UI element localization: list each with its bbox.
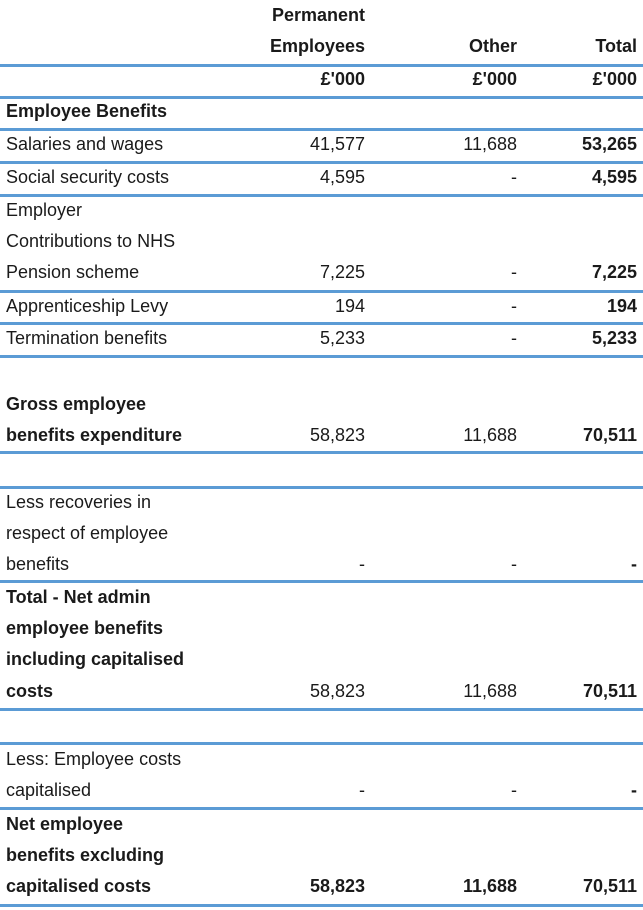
row-total: 194 bbox=[606, 296, 637, 316]
header-other: Other bbox=[468, 36, 517, 56]
row-other: 11,688 bbox=[463, 134, 517, 154]
row-label-line2: Contributions to NHS bbox=[6, 231, 176, 251]
row-total: 70,511 bbox=[582, 425, 637, 445]
row-total: 4,595 bbox=[591, 167, 637, 187]
divider bbox=[0, 64, 643, 67]
section-title: Employee Benefits bbox=[6, 101, 168, 121]
row-permanent: 41,577 bbox=[309, 134, 365, 154]
divider bbox=[0, 194, 643, 197]
row-label: Social security costs bbox=[6, 167, 170, 187]
unit-total: £'000 bbox=[592, 69, 637, 89]
row-label-line1: Net employee bbox=[6, 814, 124, 834]
row-total: - bbox=[631, 554, 637, 574]
row-permanent: 58,823 bbox=[309, 681, 365, 701]
row-label-line3: capitalised costs bbox=[6, 876, 152, 896]
row-other: - bbox=[511, 780, 517, 800]
row-label-line3: Pension scheme bbox=[6, 262, 140, 282]
row-permanent: - bbox=[359, 780, 365, 800]
row-label-line2: capitalised bbox=[6, 780, 92, 800]
row-label-line3: benefits bbox=[6, 554, 70, 574]
row-label-line1: Total - Net admin bbox=[6, 587, 151, 607]
row-permanent: 58,823 bbox=[309, 425, 365, 445]
divider bbox=[0, 451, 643, 454]
row-other: - bbox=[511, 328, 517, 348]
row-total: 53,265 bbox=[581, 134, 637, 154]
row-other: - bbox=[511, 296, 517, 316]
row-permanent: 5,233 bbox=[319, 328, 365, 348]
row-label: Termination benefits bbox=[6, 328, 168, 348]
row-label-line2: respect of employee bbox=[6, 523, 169, 543]
row-other: - bbox=[511, 167, 517, 187]
row-label: Salaries and wages bbox=[6, 134, 164, 154]
divider bbox=[0, 322, 643, 325]
header-permanent-line1: Permanent bbox=[271, 5, 365, 25]
divider bbox=[0, 128, 643, 131]
header-permanent-line2: Employees bbox=[269, 36, 365, 56]
divider bbox=[0, 96, 643, 99]
divider bbox=[0, 161, 643, 164]
divider bbox=[0, 708, 643, 711]
row-other: - bbox=[511, 554, 517, 574]
row-total: - bbox=[631, 780, 637, 800]
row-total: 70,511 bbox=[582, 681, 637, 701]
row-label-line2: employee benefits bbox=[6, 618, 164, 638]
row-permanent: 194 bbox=[334, 296, 365, 316]
row-label-line2: benefits expenditure bbox=[6, 425, 183, 445]
row-label: Apprenticeship Levy bbox=[6, 296, 169, 316]
row-permanent: 7,225 bbox=[319, 262, 365, 282]
divider bbox=[0, 486, 643, 489]
row-total: 70,511 bbox=[582, 876, 637, 896]
row-permanent: - bbox=[359, 554, 365, 574]
row-permanent: 4,595 bbox=[319, 167, 365, 187]
divider bbox=[0, 807, 643, 810]
row-other: - bbox=[511, 262, 517, 282]
row-label-line1: Gross employee bbox=[6, 394, 147, 414]
row-label-line3: including capitalised bbox=[6, 649, 185, 669]
row-label-line1: Less: Employee costs bbox=[6, 749, 182, 769]
row-total: 7,225 bbox=[591, 262, 637, 282]
unit-other: £'000 bbox=[472, 69, 517, 89]
row-total: 5,233 bbox=[591, 328, 637, 348]
unit-permanent: £'000 bbox=[320, 69, 365, 89]
divider bbox=[0, 290, 643, 293]
divider bbox=[0, 904, 643, 907]
row-label-line1: Less recoveries in bbox=[6, 492, 152, 512]
row-permanent: 58,823 bbox=[309, 876, 365, 896]
row-other: 11,688 bbox=[463, 425, 517, 445]
divider bbox=[0, 580, 643, 583]
divider bbox=[0, 355, 643, 358]
row-other: 11,688 bbox=[462, 876, 517, 896]
row-label-line2: benefits excluding bbox=[6, 845, 165, 865]
divider bbox=[0, 742, 643, 745]
row-other: 11,688 bbox=[463, 681, 517, 701]
header-total: Total bbox=[595, 36, 637, 56]
row-label-line4: costs bbox=[6, 681, 54, 701]
row-label-line1: Employer bbox=[6, 200, 83, 220]
